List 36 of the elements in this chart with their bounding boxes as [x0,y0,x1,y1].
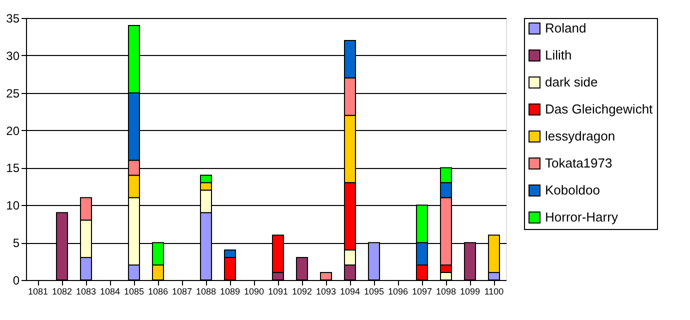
legend-label: Tokata1973 [545,156,612,170]
y-tick-label: 5 [12,236,20,250]
legend-label: dark side [545,74,598,90]
legend-label: lessydragon [545,128,616,144]
legend-label: Horror-Harry [545,210,618,224]
x-tick-label: 1087 [172,286,192,296]
y-tick-label: 30 [6,48,20,63]
y-tick-label: 20 [6,124,20,138]
x-tick-label: 1082 [52,286,72,296]
x-tick-label: 1083 [76,286,96,296]
x-tick-label: 1086 [148,286,168,296]
y-tick-label: 35 [6,12,20,26]
x-tick-label: 1100 [484,286,504,296]
x-tick-label: 1092 [292,286,312,296]
y-tick-label: 0 [12,274,20,288]
x-tick-label: 1090 [244,286,264,296]
x-tick-label: 1084 [100,286,120,296]
x-tick-label: 1098 [436,286,456,296]
legend-label: Roland [545,20,586,36]
x-tick-label: 1089 [220,286,240,296]
x-tick-label: 1096 [388,286,408,296]
x-tick-label: 1088 [196,286,216,296]
x-tick-label: 1095 [364,286,384,296]
x-tick-label: 1093 [316,286,336,296]
legend-label: Koboldoo [545,182,600,198]
x-tick-label: 1097 [412,286,432,296]
x-tick-label: 1091 [268,286,288,296]
x-tick-label: 1081 [28,286,48,296]
y-tick-label: 15 [6,161,20,176]
y-tick-label: 25 [6,86,20,100]
x-tick-label: 1085 [124,286,144,296]
legend-label: Lilith [545,48,572,62]
y-tick-label: 10 [6,198,20,213]
legend-label: Das Gleichgewicht [545,102,654,116]
x-tick-label: 1094 [340,286,360,296]
x-tick-label: 1099 [460,286,480,296]
